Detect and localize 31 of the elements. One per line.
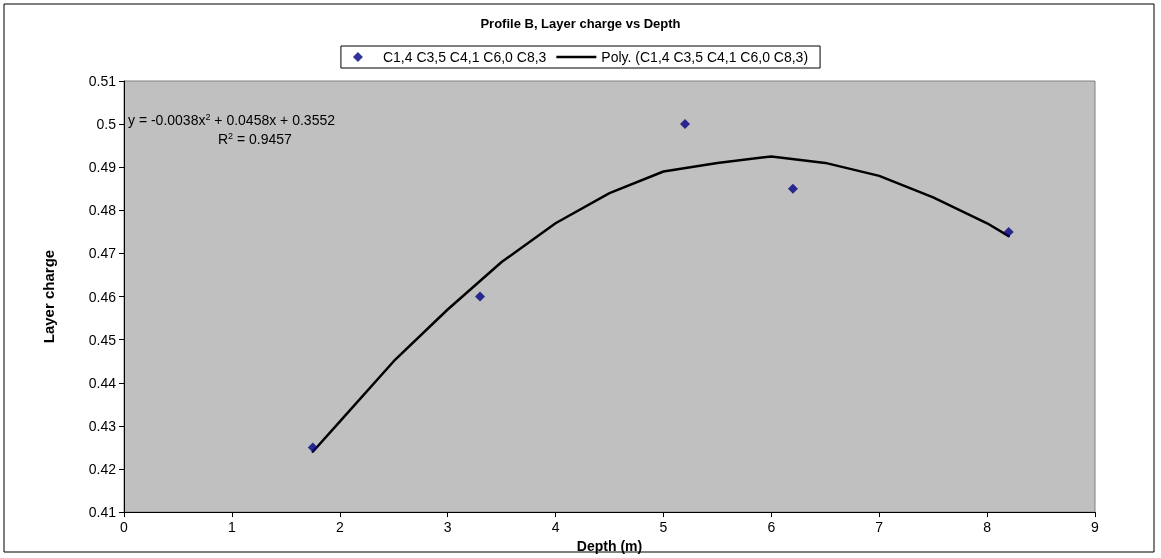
point xyxy=(475,291,486,302)
x-tick-label: 0 xyxy=(120,519,129,536)
y-tick-label: 0.44 xyxy=(88,374,117,391)
x-tick-label: 5 xyxy=(659,519,668,536)
x-tick-label: 6 xyxy=(767,519,776,536)
y-tick-label: 0.48 xyxy=(88,202,117,219)
x-tick-label: 3 xyxy=(443,519,452,536)
y-tick-label: 0.51 xyxy=(88,73,117,89)
y-tick-label: 0.49 xyxy=(88,159,117,176)
x-tick-label: 9 xyxy=(1091,519,1100,536)
x-tick-label: 2 xyxy=(335,519,344,536)
point xyxy=(680,119,691,130)
legend-label: C1,4 C3,5 C4,1 C6,0 C8,3 xyxy=(382,49,547,65)
x-tick-label: 1 xyxy=(227,519,236,536)
legend-label: Poly. (C1,4 C3,5 C4,1 C6,0 C8,3) xyxy=(601,49,809,65)
y-axis-title: Layer charge xyxy=(40,249,57,344)
x-tick-label: 7 xyxy=(875,519,884,536)
x-tick-label: 4 xyxy=(551,519,560,536)
y-tick-label: 0.45 xyxy=(88,331,117,348)
y-tick-label: 0.47 xyxy=(88,245,117,262)
y-tick-label: 0.43 xyxy=(88,417,117,434)
point xyxy=(787,183,798,194)
x-tick-label: 8 xyxy=(983,519,992,536)
y-tick-label: 0.41 xyxy=(88,504,117,521)
y-tick-label: 0.42 xyxy=(88,460,117,477)
y-tick-label: 0.46 xyxy=(88,288,117,305)
x-axis-title: Depth (m) xyxy=(576,538,643,554)
point xyxy=(1003,226,1014,237)
y-tick-label: 0.5 xyxy=(96,116,117,133)
point xyxy=(307,442,318,453)
chart-title: Profile B, Layer charge vs Depth xyxy=(480,16,681,31)
